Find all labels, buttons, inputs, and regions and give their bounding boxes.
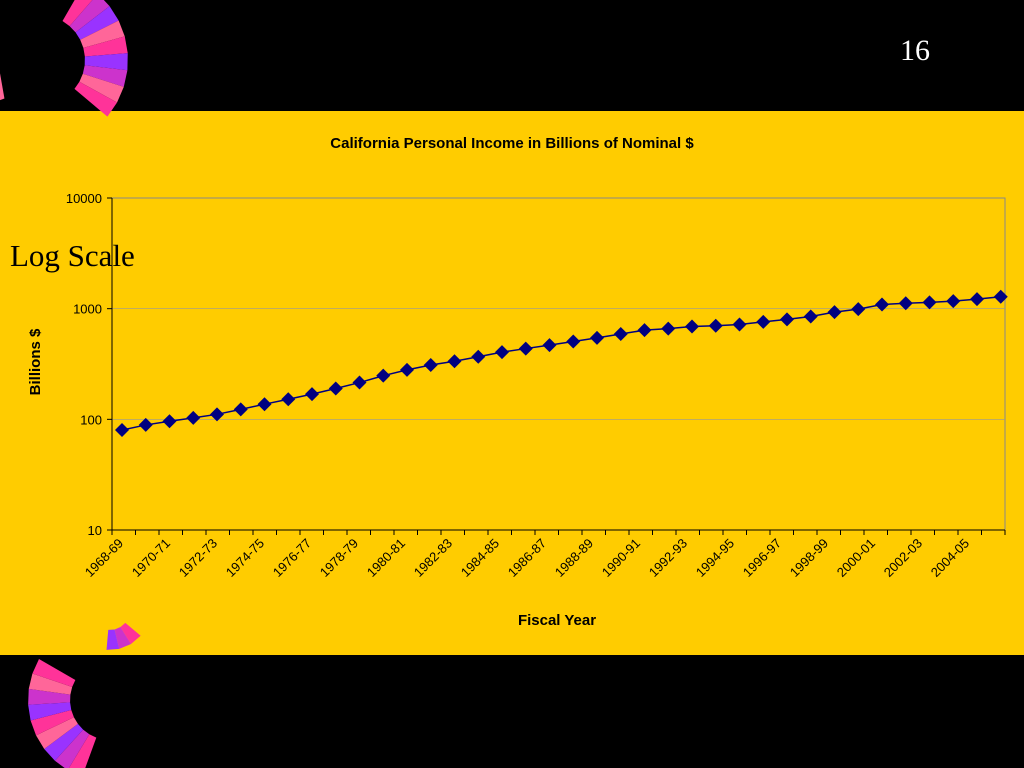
x-tick-label: 1976-77: [270, 536, 314, 580]
slide-number: 16: [900, 34, 930, 67]
data-point: [637, 323, 652, 338]
y-tick-label: 10000: [66, 191, 102, 206]
plot-area: [111, 197, 1006, 531]
series-line: [121, 296, 1001, 431]
data-point: [732, 317, 747, 332]
x-tick-label: 1996-97: [740, 536, 784, 580]
data-point: [661, 321, 676, 336]
data-point: [685, 319, 699, 334]
x-tick-label: 1972-73: [176, 536, 220, 580]
data-point: [780, 312, 794, 327]
data-point: [542, 338, 557, 353]
data-point: [186, 410, 201, 425]
data-point: [756, 314, 771, 329]
data-point: [827, 305, 842, 320]
data-point: [518, 341, 533, 356]
y-tick-label: 1000: [73, 302, 102, 317]
data-point: [471, 349, 486, 364]
data-point: [328, 381, 343, 396]
x-tick-label: 1980-81: [364, 536, 408, 580]
x-tick-label: 1984-85: [458, 536, 502, 580]
chart-title: California Personal Income in Billions o…: [330, 135, 694, 152]
data-point: [352, 375, 367, 390]
data-point: [708, 318, 723, 333]
chart-band: [0, 111, 1024, 655]
data-point: [851, 302, 866, 317]
x-tick-label: 1978-79: [317, 536, 361, 580]
x-tick-label: 2004-05: [928, 536, 972, 580]
y-tick-label: 100: [80, 412, 102, 427]
data-point: [281, 392, 296, 407]
y-tick-label: 10: [88, 523, 102, 538]
x-tick-label: 1998-99: [787, 536, 831, 580]
data-point: [946, 294, 961, 309]
data-point: [305, 387, 319, 402]
x-axis-title: Fiscal Year: [518, 612, 596, 629]
data-point: [257, 397, 272, 412]
data-point: [970, 292, 984, 307]
data-point: [566, 334, 581, 349]
x-tick-label: 1994-95: [693, 536, 737, 580]
data-point: [115, 423, 129, 438]
x-tick-label: 2002-03: [881, 536, 925, 580]
data-point: [590, 330, 604, 345]
data-point: [233, 402, 248, 417]
data-point: [447, 354, 462, 369]
data-point: [423, 357, 438, 372]
x-tick-label: 1982-83: [411, 536, 455, 580]
data-point: [993, 289, 1008, 304]
y-axis-title: Billions $: [27, 328, 44, 395]
data-point: [495, 345, 509, 360]
x-tick-label: 1988-89: [552, 536, 596, 580]
data-point: [613, 327, 628, 342]
x-tick-label: 1970-71: [129, 536, 173, 580]
x-tick-label: 2000-01: [834, 536, 878, 580]
data-point: [210, 407, 224, 422]
x-tick-label: 1974-75: [223, 536, 267, 580]
x-tick-label: 1986-87: [505, 536, 549, 580]
data-point: [138, 417, 153, 432]
data-point: [875, 297, 889, 312]
data-point: [400, 362, 414, 377]
data-point: [803, 309, 818, 324]
x-tick-label: 1968-69: [82, 536, 126, 580]
data-point: [162, 414, 177, 429]
log-scale-label: Log Scale: [10, 238, 135, 273]
data-point: [922, 295, 937, 310]
x-tick-label: 1990-91: [599, 536, 643, 580]
data-point: [898, 296, 913, 311]
data-point: [376, 368, 391, 383]
x-tick-label: 1992-93: [646, 536, 690, 580]
